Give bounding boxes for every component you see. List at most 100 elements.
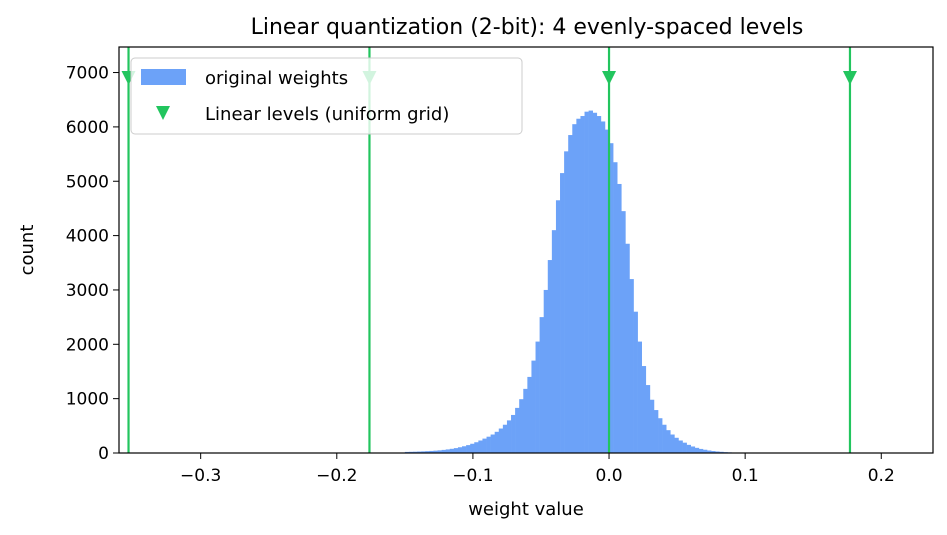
histogram-bar bbox=[707, 450, 712, 453]
histogram-bar bbox=[523, 388, 528, 453]
histogram-bar bbox=[413, 451, 418, 453]
histogram-bar bbox=[445, 449, 451, 453]
histogram-bar bbox=[609, 143, 614, 453]
histogram-bar bbox=[498, 428, 504, 453]
histogram-bar bbox=[621, 211, 626, 453]
histogram-bar bbox=[433, 450, 438, 453]
histogram-bar bbox=[462, 446, 467, 453]
y-tick-label: 3000 bbox=[66, 281, 109, 301]
histogram-bar bbox=[686, 444, 691, 453]
histogram-bar bbox=[596, 116, 602, 453]
histogram-bar bbox=[702, 449, 708, 453]
histogram-bar bbox=[670, 434, 675, 453]
y-axis-label: count bbox=[17, 225, 38, 276]
histogram-bar bbox=[629, 279, 634, 453]
histogram-bar bbox=[474, 442, 479, 453]
x-tick-label: 0.2 bbox=[868, 466, 895, 486]
histogram-bar bbox=[617, 183, 622, 453]
histogram-bar bbox=[531, 360, 536, 453]
y-tick-label: 6000 bbox=[66, 118, 109, 138]
histogram-bar bbox=[502, 424, 508, 453]
level-marker bbox=[602, 70, 617, 85]
histogram-bar bbox=[690, 446, 696, 453]
histogram-bar bbox=[641, 366, 647, 453]
histogram-bar bbox=[511, 414, 516, 453]
histogram-bar bbox=[551, 230, 557, 453]
histogram-bar bbox=[490, 434, 495, 453]
histogram-bar bbox=[539, 317, 544, 453]
histogram-bar bbox=[674, 437, 679, 453]
histogram-bar bbox=[519, 399, 524, 453]
histogram-bar bbox=[662, 424, 667, 453]
x-tick-label: 0.1 bbox=[732, 466, 759, 486]
histogram-bar bbox=[478, 440, 483, 453]
histogram-bar bbox=[584, 111, 589, 454]
histogram-bar bbox=[437, 450, 442, 453]
histogram-bar bbox=[494, 431, 500, 453]
legend-label-linear-levels: Linear levels (uniform grid) bbox=[205, 104, 449, 125]
histogram-bar bbox=[600, 121, 606, 454]
legend: original weights Linear levels (uniform … bbox=[130, 57, 523, 135]
histogram-bar bbox=[515, 407, 520, 453]
histogram-bar bbox=[560, 173, 565, 453]
histogram-bar bbox=[470, 443, 475, 453]
y-tick-label: 2000 bbox=[66, 335, 109, 355]
histogram-bar bbox=[572, 124, 577, 454]
histogram-bar bbox=[535, 341, 540, 453]
histogram-bar bbox=[625, 243, 630, 453]
histogram-bar bbox=[613, 162, 618, 453]
histogram-bar bbox=[588, 110, 593, 453]
histogram-bar bbox=[547, 260, 553, 453]
histogram-bar bbox=[715, 451, 720, 453]
legend-swatch-original-weights bbox=[141, 69, 186, 85]
histogram-bar bbox=[527, 376, 532, 453]
histogram-bar bbox=[568, 135, 573, 454]
histogram-bar bbox=[682, 442, 687, 453]
histogram-bar bbox=[564, 151, 569, 453]
histogram-bar bbox=[441, 449, 446, 453]
x-axis-label: weight value bbox=[468, 499, 584, 520]
y-tick-label: 5000 bbox=[66, 172, 109, 192]
histogram-bar bbox=[649, 399, 655, 453]
legend-box bbox=[130, 57, 523, 135]
histogram-bar bbox=[711, 451, 716, 453]
y-tick-label: 1000 bbox=[66, 390, 109, 410]
chart-title: Linear quantization (2-bit): 4 evenly-sp… bbox=[251, 15, 804, 40]
histogram-bar bbox=[429, 450, 434, 453]
x-tick-label: −0.3 bbox=[180, 466, 221, 486]
histogram-bar bbox=[576, 118, 581, 454]
x-tick-label: 0.0 bbox=[596, 466, 623, 486]
x-tick-label: −0.2 bbox=[316, 466, 357, 486]
histogram-bar bbox=[506, 420, 512, 453]
histogram-bar bbox=[543, 289, 549, 453]
histogram-bar bbox=[466, 445, 471, 453]
legend-label-original-weights: original weights bbox=[205, 68, 348, 89]
x-axis-ticks: −0.3 −0.2 −0.1 0.0 0.1 0.2 bbox=[180, 453, 895, 486]
histogram-bar bbox=[637, 341, 642, 453]
histogram-bar bbox=[580, 116, 585, 453]
histogram-bar bbox=[453, 448, 459, 453]
legend-marker-linear-levels bbox=[156, 106, 170, 120]
histogram-bar bbox=[666, 430, 671, 453]
histogram-bar bbox=[417, 451, 422, 453]
y-axis-ticks: 0 1000 2000 3000 4000 5000 6000 7000 bbox=[66, 64, 119, 464]
histogram-bar bbox=[449, 448, 455, 453]
y-tick-label: 4000 bbox=[66, 227, 109, 247]
histogram-bar bbox=[482, 438, 487, 453]
histogram-bar bbox=[425, 451, 430, 453]
histogram-bar bbox=[592, 112, 598, 453]
histogram-bar bbox=[694, 447, 700, 453]
x-tick-label: −0.1 bbox=[452, 466, 493, 486]
histogram-bar bbox=[698, 448, 704, 453]
histogram-bar bbox=[486, 436, 491, 453]
histogram-bar bbox=[555, 200, 561, 453]
histogram-bar bbox=[604, 129, 610, 454]
y-tick-label: 7000 bbox=[66, 64, 109, 84]
histogram-bars bbox=[404, 110, 745, 454]
histogram-bar bbox=[457, 447, 463, 453]
plot-frame bbox=[118, 46, 934, 454]
y-tick-label: 0 bbox=[98, 444, 109, 464]
histogram-bar bbox=[421, 451, 426, 453]
histogram-bar bbox=[658, 418, 663, 453]
